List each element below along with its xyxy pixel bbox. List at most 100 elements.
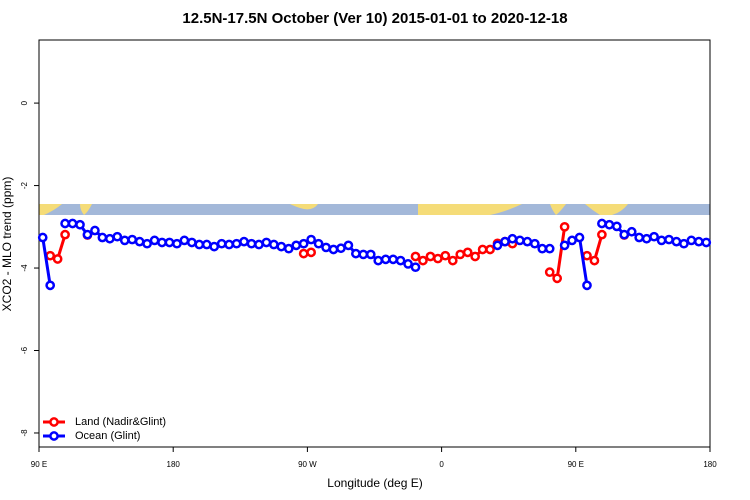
data-point: [552, 273, 563, 284]
data-point: [67, 218, 78, 229]
data-point: [82, 229, 93, 240]
legend-marker: [49, 431, 59, 441]
data-point: [634, 232, 645, 243]
data-point: [239, 236, 249, 247]
x-axis-label: Longitude (deg E): [327, 476, 422, 490]
data-point: [45, 280, 56, 291]
data-point: [492, 240, 503, 251]
data-point: [559, 240, 570, 251]
legend: Land (Nadir&Glint) Ocean (Glint): [43, 416, 166, 442]
data-point: [313, 238, 324, 249]
data-point: [664, 234, 674, 245]
y-tick-label: -6: [20, 346, 29, 354]
data-point: [283, 243, 294, 254]
chart-title: 12.5N-17.5N October (Ver 10) 2015-01-01 …: [182, 10, 567, 27]
data-point: [656, 235, 667, 246]
data-point: [604, 219, 615, 230]
data-point: [403, 259, 413, 269]
data-point: [157, 237, 167, 248]
data-point: [134, 236, 145, 247]
x-tick-label: 180: [167, 460, 181, 469]
data-point: [559, 221, 570, 232]
data-point: [611, 221, 622, 232]
data-point: [246, 238, 257, 249]
data-point: [45, 250, 56, 261]
data-point: [626, 226, 637, 237]
data-point: [97, 232, 108, 243]
data-point: [649, 231, 659, 242]
legend-label: Ocean (Glint): [75, 430, 140, 442]
data-point: [186, 237, 197, 248]
data-point: [388, 254, 398, 265]
data-point: [619, 229, 630, 240]
x-tick-label: 90 E: [568, 460, 584, 469]
data-point: [410, 262, 421, 273]
data-point: [328, 244, 339, 255]
y-tick-label: -4: [20, 264, 29, 272]
data-point: [336, 243, 346, 254]
data-point: [373, 255, 384, 266]
data-point: [269, 239, 279, 250]
data-point: [455, 249, 466, 260]
data-point: [582, 250, 592, 261]
y-tick-label: -8: [20, 429, 29, 437]
data-point: [276, 241, 287, 252]
data-point: [410, 251, 421, 262]
data-point: [679, 238, 689, 249]
data-point: [693, 236, 704, 247]
data-point: [119, 235, 130, 246]
data-point: [515, 235, 525, 246]
data-point: [298, 248, 309, 259]
data-point: [343, 240, 354, 251]
data-point: [321, 242, 331, 253]
data-point: [351, 248, 361, 259]
data-point: [224, 239, 234, 250]
data-point: [365, 249, 376, 260]
data-point: [544, 267, 555, 278]
data-point: [522, 236, 533, 247]
data-point: [425, 251, 436, 262]
data-point: [462, 247, 473, 258]
x-tick-label: 90 E: [31, 460, 47, 469]
data-point: [298, 238, 309, 249]
data-point: [507, 233, 518, 244]
x-tick-label: 0: [439, 460, 444, 469]
data-point: [701, 237, 712, 248]
data-point: [60, 229, 70, 240]
data-point: [60, 218, 70, 229]
data-point: [440, 250, 451, 261]
data-point: [589, 255, 600, 266]
data-point: [477, 244, 488, 255]
data-point: [291, 240, 302, 251]
y-tick-label: -2: [20, 181, 29, 189]
data-point: [686, 235, 697, 246]
data-point: [104, 233, 115, 244]
data-point: [52, 254, 63, 264]
data-point: [597, 229, 607, 240]
data-point: [172, 238, 182, 249]
legend-marker: [49, 417, 59, 427]
data-point: [254, 239, 264, 250]
data-point: [209, 241, 220, 252]
data-point: [201, 239, 212, 250]
data-point: [75, 219, 85, 230]
data-point: [306, 234, 316, 245]
data-point: [485, 244, 495, 255]
data-point: [112, 231, 123, 242]
legend-label: Land (Nadir&Glint): [75, 416, 166, 428]
data-point: [582, 280, 592, 291]
data-point: [380, 254, 391, 265]
data-point: [641, 233, 652, 244]
data-point: [537, 243, 548, 254]
map-strip: [39, 204, 710, 215]
data-point: [358, 249, 369, 260]
data-point: [231, 238, 242, 249]
data-point: [216, 238, 227, 249]
data-point: [597, 218, 607, 229]
data-point: [306, 247, 316, 258]
data-point: [194, 239, 205, 250]
data-point: [261, 237, 272, 248]
data-point: [149, 235, 160, 246]
data-point: [574, 232, 585, 243]
